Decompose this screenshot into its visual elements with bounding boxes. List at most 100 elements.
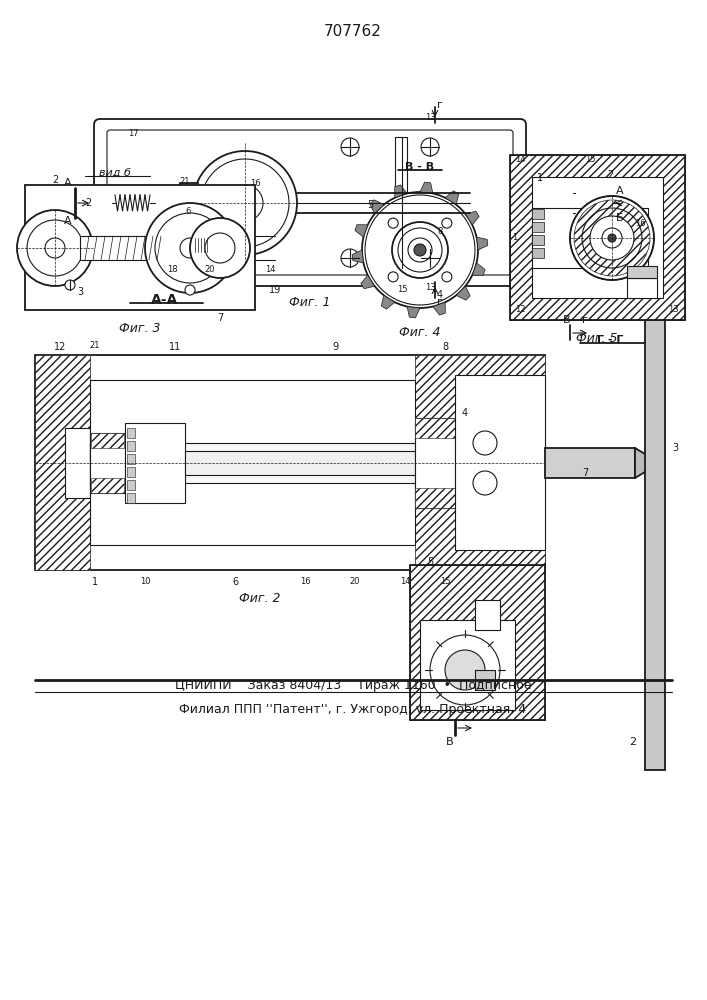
Polygon shape bbox=[635, 448, 660, 478]
Bar bbox=[415, 355, 545, 570]
Circle shape bbox=[442, 272, 452, 282]
Bar bbox=[91, 433, 124, 448]
Text: 14: 14 bbox=[264, 265, 275, 274]
Circle shape bbox=[398, 228, 442, 272]
Circle shape bbox=[582, 208, 642, 268]
Text: 12: 12 bbox=[515, 306, 525, 314]
Text: 5: 5 bbox=[367, 200, 373, 210]
Bar bbox=[127, 454, 135, 464]
Bar bbox=[127, 441, 135, 451]
Bar bbox=[627, 278, 657, 298]
Text: А: А bbox=[64, 178, 72, 188]
Bar bbox=[532, 248, 544, 258]
Bar bbox=[127, 428, 135, 438]
Bar bbox=[410, 565, 545, 720]
Text: 10: 10 bbox=[140, 578, 151, 586]
Text: 15: 15 bbox=[585, 155, 595, 164]
Bar bbox=[160, 230, 185, 265]
Circle shape bbox=[473, 431, 497, 455]
Bar bbox=[415, 488, 455, 508]
Text: 16: 16 bbox=[300, 578, 310, 586]
Text: Фиг. 2: Фиг. 2 bbox=[239, 591, 281, 604]
Circle shape bbox=[190, 218, 250, 278]
Polygon shape bbox=[352, 250, 363, 263]
Text: 6: 6 bbox=[232, 577, 238, 587]
FancyBboxPatch shape bbox=[94, 119, 526, 286]
Text: 4: 4 bbox=[462, 408, 468, 418]
Bar bbox=[532, 222, 544, 232]
Bar bbox=[510, 155, 685, 320]
Text: г: г bbox=[437, 100, 443, 110]
Text: В: В bbox=[446, 737, 454, 747]
Text: Фиг. 3: Фиг. 3 bbox=[119, 322, 160, 334]
Bar bbox=[65, 428, 90, 498]
Text: 13: 13 bbox=[425, 112, 436, 121]
Text: Г - Г: Г - Г bbox=[597, 335, 623, 345]
Bar bbox=[532, 208, 648, 268]
Circle shape bbox=[445, 650, 485, 690]
Circle shape bbox=[580, 188, 610, 218]
Text: В: В bbox=[563, 315, 571, 325]
Bar bbox=[25, 185, 255, 310]
Polygon shape bbox=[361, 275, 375, 289]
Circle shape bbox=[65, 280, 75, 290]
Text: 14: 14 bbox=[515, 155, 525, 164]
Text: А-А: А-А bbox=[151, 293, 179, 307]
Text: г: г bbox=[582, 315, 588, 325]
Bar bbox=[532, 209, 544, 219]
Circle shape bbox=[421, 249, 439, 267]
Bar bbox=[532, 177, 663, 298]
Text: 2: 2 bbox=[85, 198, 91, 208]
Bar bbox=[170, 193, 182, 213]
Polygon shape bbox=[407, 307, 420, 318]
Bar bbox=[410, 565, 545, 720]
Circle shape bbox=[590, 198, 600, 208]
Bar bbox=[125, 423, 185, 503]
Text: 3: 3 bbox=[77, 287, 83, 297]
Text: 20: 20 bbox=[350, 578, 361, 586]
Circle shape bbox=[27, 220, 83, 276]
Text: 2: 2 bbox=[607, 170, 613, 180]
Text: 15: 15 bbox=[440, 578, 450, 586]
Bar bbox=[35, 355, 90, 570]
Text: 15: 15 bbox=[397, 286, 407, 294]
Circle shape bbox=[341, 249, 359, 267]
Text: 1: 1 bbox=[92, 577, 98, 587]
Text: 12: 12 bbox=[54, 342, 66, 352]
Bar bbox=[127, 493, 135, 503]
Circle shape bbox=[362, 192, 478, 308]
Text: 17: 17 bbox=[128, 128, 139, 137]
Circle shape bbox=[570, 196, 654, 280]
Text: Филиал ППП ''Патент'', г. Ужгород, ул. Проектная, 4: Филиал ППП ''Патент'', г. Ужгород, ул. П… bbox=[180, 704, 527, 716]
Bar bbox=[645, 315, 665, 770]
Text: 2: 2 bbox=[629, 737, 636, 747]
Text: В - В: В - В bbox=[405, 162, 435, 172]
Text: А: А bbox=[617, 186, 624, 196]
Polygon shape bbox=[472, 263, 485, 275]
Bar bbox=[545, 448, 635, 478]
Text: 13: 13 bbox=[425, 284, 436, 292]
Circle shape bbox=[17, 210, 93, 286]
Text: г: г bbox=[437, 297, 443, 307]
Text: Фиг. 1: Фиг. 1 bbox=[289, 296, 331, 308]
Bar bbox=[90, 380, 415, 545]
Text: 8: 8 bbox=[438, 228, 443, 236]
Bar bbox=[510, 155, 685, 320]
Text: 16: 16 bbox=[635, 219, 645, 228]
Circle shape bbox=[155, 213, 225, 283]
Bar bbox=[80, 236, 220, 260]
Bar bbox=[455, 375, 545, 550]
Text: 2: 2 bbox=[52, 175, 58, 185]
Circle shape bbox=[573, 181, 617, 225]
Circle shape bbox=[201, 159, 289, 247]
Text: 16: 16 bbox=[250, 178, 260, 188]
Text: Фиг. 4: Фиг. 4 bbox=[399, 326, 440, 340]
Polygon shape bbox=[420, 182, 433, 193]
Polygon shape bbox=[395, 185, 407, 198]
Circle shape bbox=[602, 228, 622, 248]
Text: 8: 8 bbox=[442, 342, 448, 352]
Bar bbox=[127, 480, 135, 490]
Bar bbox=[90, 443, 415, 483]
Text: 11: 11 bbox=[169, 342, 181, 352]
Polygon shape bbox=[465, 211, 479, 225]
